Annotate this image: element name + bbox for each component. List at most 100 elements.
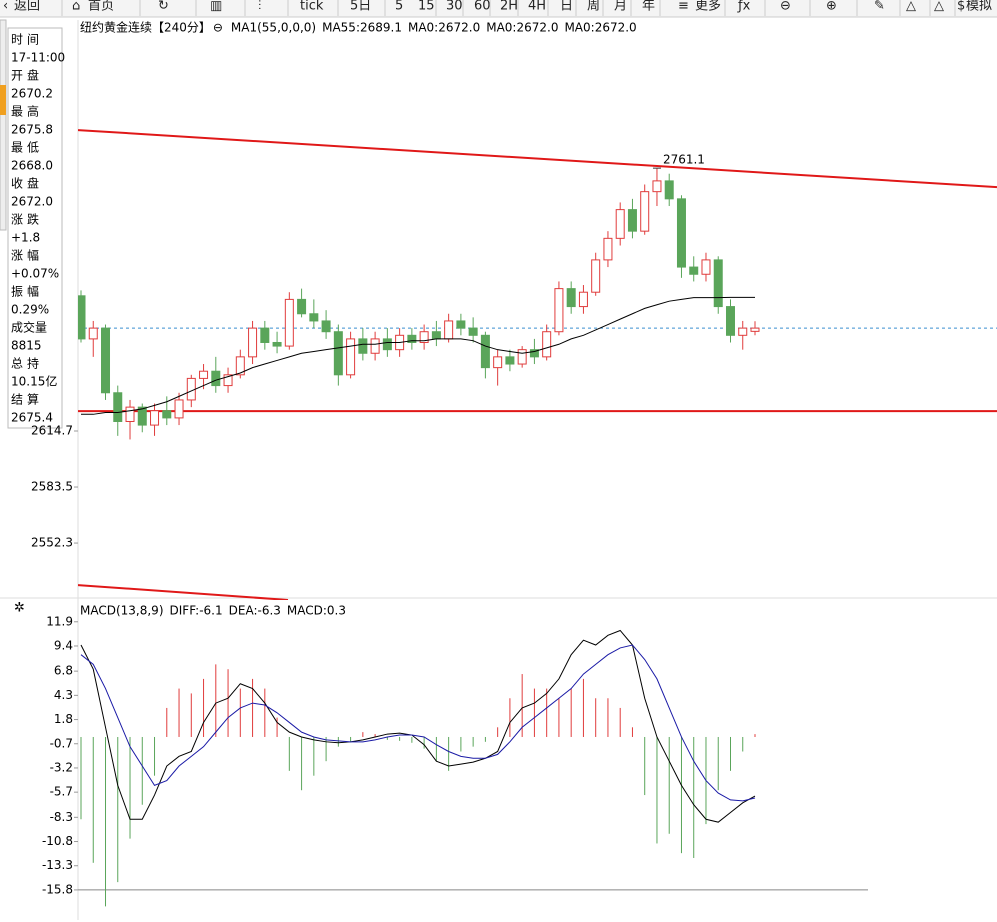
candle-body [725,306,735,336]
candle-body [223,374,233,387]
toolbar-icon[interactable]: ⫶ [258,0,261,14]
info-value: 10.15亿 [11,374,57,389]
toolbar-button[interactable]: 30 [446,0,463,14]
candle-body [689,266,699,275]
toolbar-button[interactable]: 月 [614,0,627,14]
info-label: 涨幅 [11,248,43,263]
toolbar-icon[interactable]: ↻ [158,0,169,14]
y-tick-label: 9.4 [54,638,73,652]
indicator-label: MA0:2672.0 [564,21,636,35]
info-value: 2672.0 [11,195,53,209]
indicator-label: MA0:2672.0 [486,21,558,35]
toolbar-button[interactable]: 4H [528,0,546,14]
info-label: 最高 [11,104,43,119]
toolbar-button[interactable]: 60 [474,0,491,14]
candle-body [664,180,674,200]
info-label: 时间 [11,33,43,47]
candle-body [125,406,135,422]
candle-body [211,370,221,387]
y-tick-label: 1.8 [54,712,73,726]
macd-line [80,629,756,823]
price-plot [78,129,997,600]
toolbar-button[interactable]: 更多 [695,0,721,14]
candle-body [676,198,686,268]
toolbar-icon[interactable]: ⊖ [780,0,791,14]
toolbar-button[interactable]: 5 [395,0,403,14]
toolbar-button[interactable]: 模拟 [966,0,992,14]
toolbar-button[interactable]: 返回 [14,0,40,14]
legend-entry: DEA:-6.3 [229,604,281,618]
candle-body [162,410,172,419]
candle-body [113,392,123,422]
indicator-label: MA55:2689.1 [322,21,402,35]
y-tick-label: -8.3 [50,810,73,824]
toolbar-button[interactable]: 2H [500,0,518,14]
candle-body [272,341,282,347]
toolbar-bg [0,0,997,17]
y-tick-label: -3.2 [50,760,73,774]
info-value: 2675.4 [11,411,53,425]
toolbar-icon[interactable]: ⊕ [826,0,837,14]
candle-body [150,410,160,426]
toolbar-button[interactable]: tick [300,0,324,14]
candle-body [431,331,441,340]
y-tick-label: 4.3 [54,688,73,702]
toolbar-icon[interactable]: $ [957,0,965,14]
toolbar-icon[interactable]: ✎ [874,0,885,14]
toolbar-icon[interactable]: ƒx [737,0,751,14]
info-value: 17-11:00 [11,51,65,65]
candle-body [297,298,307,315]
candle-body [186,377,196,401]
candle-body [370,338,380,354]
toolbar-button[interactable]: 首页 [88,0,114,14]
candle-body [591,259,601,293]
toolbar-button[interactable]: 周 [587,0,600,14]
info-label: 总持 [11,356,43,371]
candle-body [542,331,552,358]
candle-body [333,331,343,376]
candle-body [88,327,98,340]
settings-icon[interactable]: ✲ [14,601,25,616]
candle-body [627,209,637,232]
toolbar-button[interactable]: 15 [418,0,435,14]
toolbar-icon[interactable]: ‹ [3,0,8,14]
candle-body [603,237,613,261]
trend-line [78,584,289,600]
indicator-label: MA1(55,0,0,0) [231,21,316,35]
candle-body [468,327,478,336]
y-tick-label: 2614.7 [31,424,73,438]
info-label: 结算 [11,392,43,407]
candle-body [346,338,356,376]
candle-body [480,334,490,369]
y-tick-label: 2583.5 [31,480,73,494]
legend-entry: MACD:0.3 [287,604,346,618]
info-label: 收盘 [11,176,43,191]
toolbar-icon[interactable]: △ [934,0,944,14]
candle-body [174,399,184,419]
candle-body [566,288,576,308]
toolbar-button[interactable]: 5日 [350,0,371,14]
toolbar-icon[interactable]: ▥ [210,0,222,14]
candle-body [456,320,466,329]
toolbar-icon[interactable]: ≡ [678,0,689,14]
candle-body [284,298,294,347]
candle-body [248,327,258,358]
candle-body [652,180,662,193]
info-value: 2670.2 [11,87,53,101]
toolbar-icon[interactable]: △ [906,0,916,14]
toolbar-button[interactable]: 日 [560,0,573,14]
y-tick-label: -15.8 [42,882,73,896]
info-label: 振幅 [11,284,43,299]
info-value: +0.07% [11,267,59,281]
chart-title: 纽约黄金连续 [80,20,152,35]
ma-line [81,296,755,415]
candle-body [517,349,527,365]
legend-icon: ⊖ [213,21,223,35]
info-value: +1.8 [11,231,40,245]
info-value: 0.29% [11,303,49,317]
toolbar-button[interactable]: 年 [642,0,655,14]
trend-line [78,129,997,189]
candle-body [578,291,588,308]
toolbar-icon[interactable]: ⌂ [72,0,80,14]
candle-body [101,327,111,394]
